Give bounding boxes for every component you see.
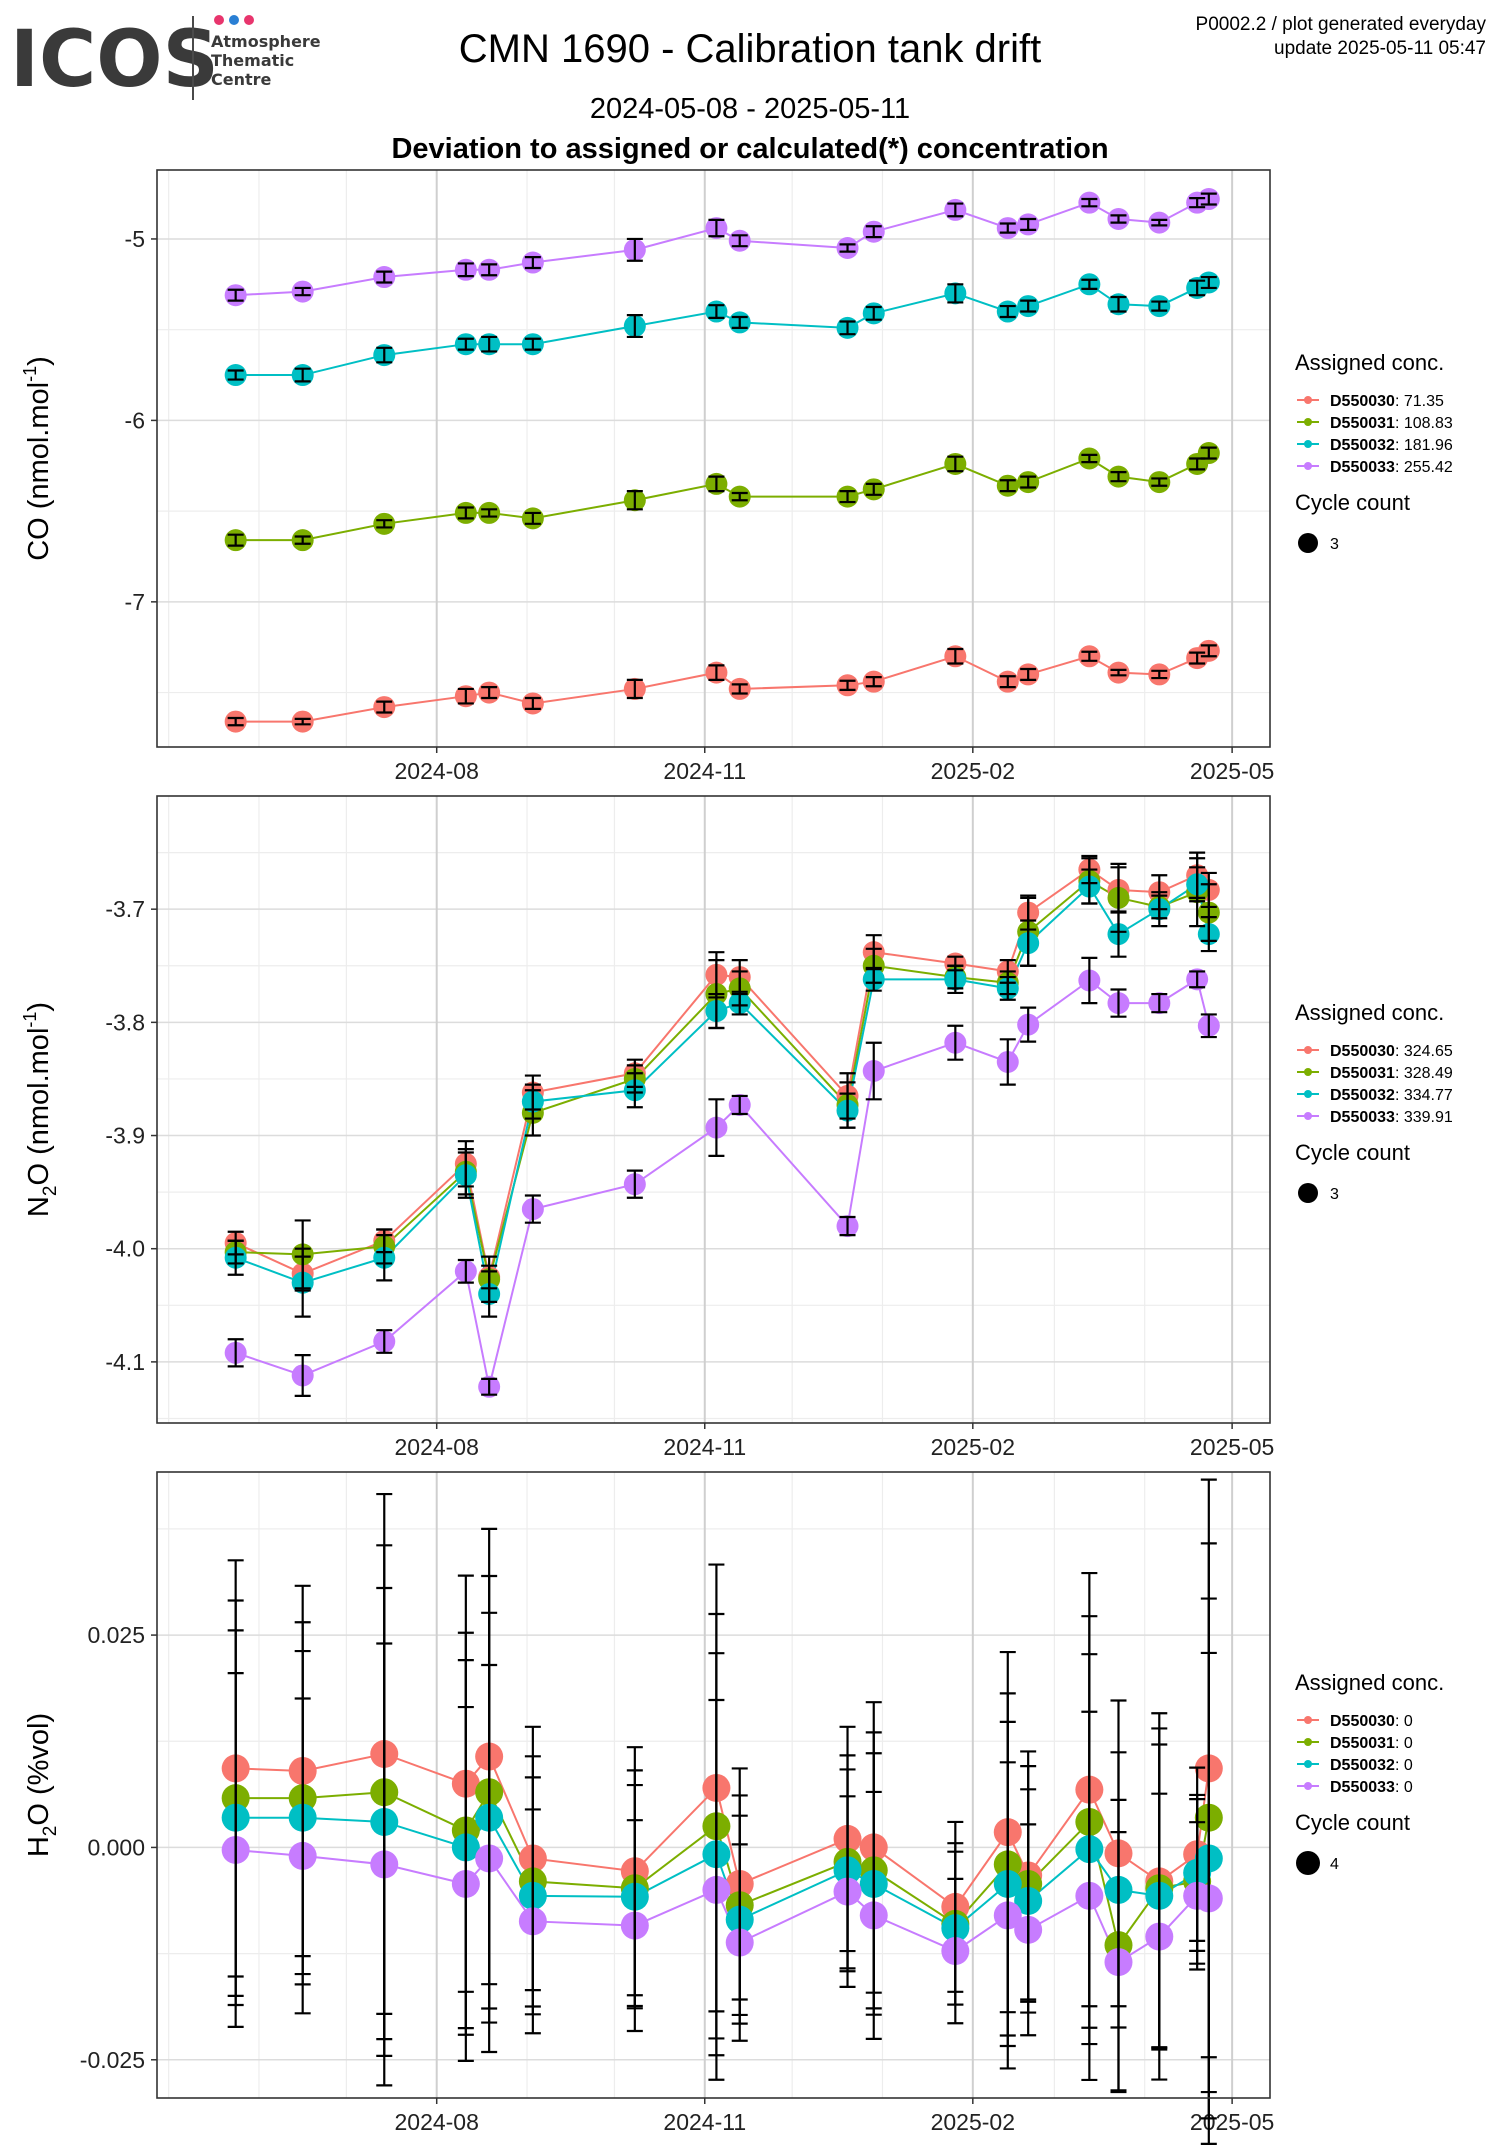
legend-title: Assigned conc.	[1295, 1670, 1444, 1695]
y-axis-label: CO (nmol.mol-1)	[20, 356, 55, 561]
legend: Assigned conc. D550030: 71.35 D550031: 108…	[1295, 350, 1453, 553]
panel-co: -7 -6 -5 2024-08 2024-11 2025-02 2025-05 CO (nm…	[20, 169, 1453, 784]
panels: -7 -6 -5 2024-08 2024-11 2025-02 2025-05 CO (nm…	[20, 169, 1453, 2145]
logo-dot-icon	[244, 15, 254, 25]
y-tick-label: -3.8	[105, 1009, 145, 1035]
meta-info-line: P0002.2 / plot generated everyday	[1196, 14, 1487, 35]
legend-entry: D550033: 0	[1330, 1779, 1413, 1796]
x-tick-label: 2025-02	[931, 1434, 1015, 1460]
legend-entry: D550031: 328.49	[1330, 1065, 1453, 1082]
x-tick-label: 2025-05	[1190, 758, 1274, 784]
logo-sub-line: Atmosphere	[211, 32, 321, 51]
x-tick-label: 2025-02	[931, 2109, 1015, 2135]
legend-entry: D550031: 0	[1330, 1735, 1413, 1752]
cycle-count-key-dot	[1298, 1183, 1318, 1203]
logo-sub-line: Centre	[211, 70, 272, 89]
legend-title: Assigned conc.	[1295, 1000, 1444, 1025]
logo-divider	[192, 16, 194, 100]
legend-entry: D550030: 71.35	[1330, 393, 1444, 410]
legend-key-dot	[1304, 418, 1312, 426]
y-axis-label: N2O (nmol.mol-1)	[20, 1002, 61, 1217]
legend-key-dot	[1304, 396, 1312, 404]
panel-border	[156, 795, 1271, 1424]
y-tick-label: -6	[125, 407, 145, 433]
x-tick-label: 2025-05	[1190, 2109, 1274, 2135]
legend-key-dot	[1304, 1112, 1312, 1120]
panel-border	[156, 1471, 1271, 2099]
cycle-count-value: 3	[1330, 536, 1339, 553]
x-tick-label: 2024-11	[663, 758, 746, 784]
legend-entry: D550032: 181.96	[1330, 437, 1453, 454]
y-tick-label: 0.025	[87, 1622, 145, 1648]
x-tick-label: 2024-11	[663, 2109, 746, 2135]
legend-entry: D550033: 255.42	[1330, 459, 1453, 476]
cycle-count-title: Cycle count	[1295, 1810, 1410, 1835]
logo-wordmark: ICOS	[10, 15, 219, 105]
legend-entry: D550030: 324.65	[1330, 1043, 1453, 1060]
legend-entry: D550030: 0	[1330, 1713, 1413, 1730]
y-axis-label: H2O (%vol)	[23, 1713, 61, 1857]
x-tick-label: 2024-11	[663, 1434, 746, 1460]
y-tick-label: -4.1	[105, 1349, 145, 1375]
panel-h2o: -0.025 0.000 0.025 2024-08 2024-11 2025-02 202…	[23, 1471, 1444, 2145]
x-tick-label: 2024-08	[394, 2109, 478, 2135]
y-tick-label: -7	[125, 589, 145, 615]
logo-sub-line: Thematic	[211, 51, 294, 70]
legend-key-dot	[1304, 1046, 1312, 1054]
cycle-count-key-dot	[1296, 1851, 1320, 1875]
legend-key-dot	[1304, 462, 1312, 470]
y-tick-label: -3.9	[105, 1123, 145, 1149]
legend-key-dot	[1304, 1760, 1312, 1768]
legend-key-dot	[1304, 1068, 1312, 1076]
legend-entry: D550032: 0	[1330, 1757, 1413, 1774]
meta-info-line: update 2025-05-11 05:47	[1274, 38, 1486, 59]
figure-subtitle: Deviation to assigned or calculated(*) c…	[391, 133, 1108, 165]
panel-n2o: -4.1 -4.0 -3.9 -3.8 -3.7 2024-08 2024-11 2025-0…	[20, 795, 1453, 1460]
legend-entry: D550031: 108.83	[1330, 415, 1453, 432]
y-tick-label: -3.7	[105, 896, 145, 922]
cycle-count-value: 3	[1330, 1186, 1339, 1203]
x-tick-label: 2024-08	[394, 1434, 478, 1460]
plot-area	[157, 170, 1270, 747]
legend-key-dot	[1304, 1716, 1312, 1724]
cycle-count-title: Cycle count	[1295, 1140, 1410, 1165]
legend-key-dot	[1304, 1090, 1312, 1098]
cycle-count-value: 4	[1330, 1856, 1339, 1873]
figure-title: CMN 1690 - Calibration tank drift	[459, 27, 1041, 71]
y-tick-label: -5	[125, 226, 145, 252]
date-range: 2024-05-08 - 2025-05-11	[590, 93, 910, 125]
x-tick-label: 2025-05	[1190, 1434, 1274, 1460]
legend-entry: D550033: 339.91	[1330, 1109, 1453, 1126]
legend: Assigned conc. D550030: 0 D550031: 0 D55003…	[1295, 1670, 1444, 1875]
panel-border	[156, 169, 1271, 748]
y-tick-label: 0.000	[87, 1834, 145, 1860]
cycle-count-key-dot	[1298, 533, 1318, 553]
legend: Assigned conc. D550030: 324.65 D550031: 32…	[1295, 1000, 1453, 1203]
legend-title: Assigned conc.	[1295, 350, 1444, 375]
icos-logo: ICOS Atmosphere Thematic Centre	[10, 15, 321, 105]
y-tick-label: -0.025	[80, 2047, 145, 2073]
logo-dot-icon	[214, 15, 224, 25]
x-tick-label: 2025-02	[931, 758, 1015, 784]
legend-entry: D550032: 334.77	[1330, 1087, 1453, 1104]
plot-area	[157, 796, 1270, 1423]
legend-key-dot	[1304, 440, 1312, 448]
cycle-count-title: Cycle count	[1295, 490, 1410, 515]
x-tick-label: 2024-08	[394, 758, 478, 784]
legend-key-dot	[1304, 1782, 1312, 1790]
y-tick-label: -4.0	[105, 1236, 145, 1262]
legend-key-dot	[1304, 1738, 1312, 1746]
logo-dot-icon	[229, 15, 239, 25]
